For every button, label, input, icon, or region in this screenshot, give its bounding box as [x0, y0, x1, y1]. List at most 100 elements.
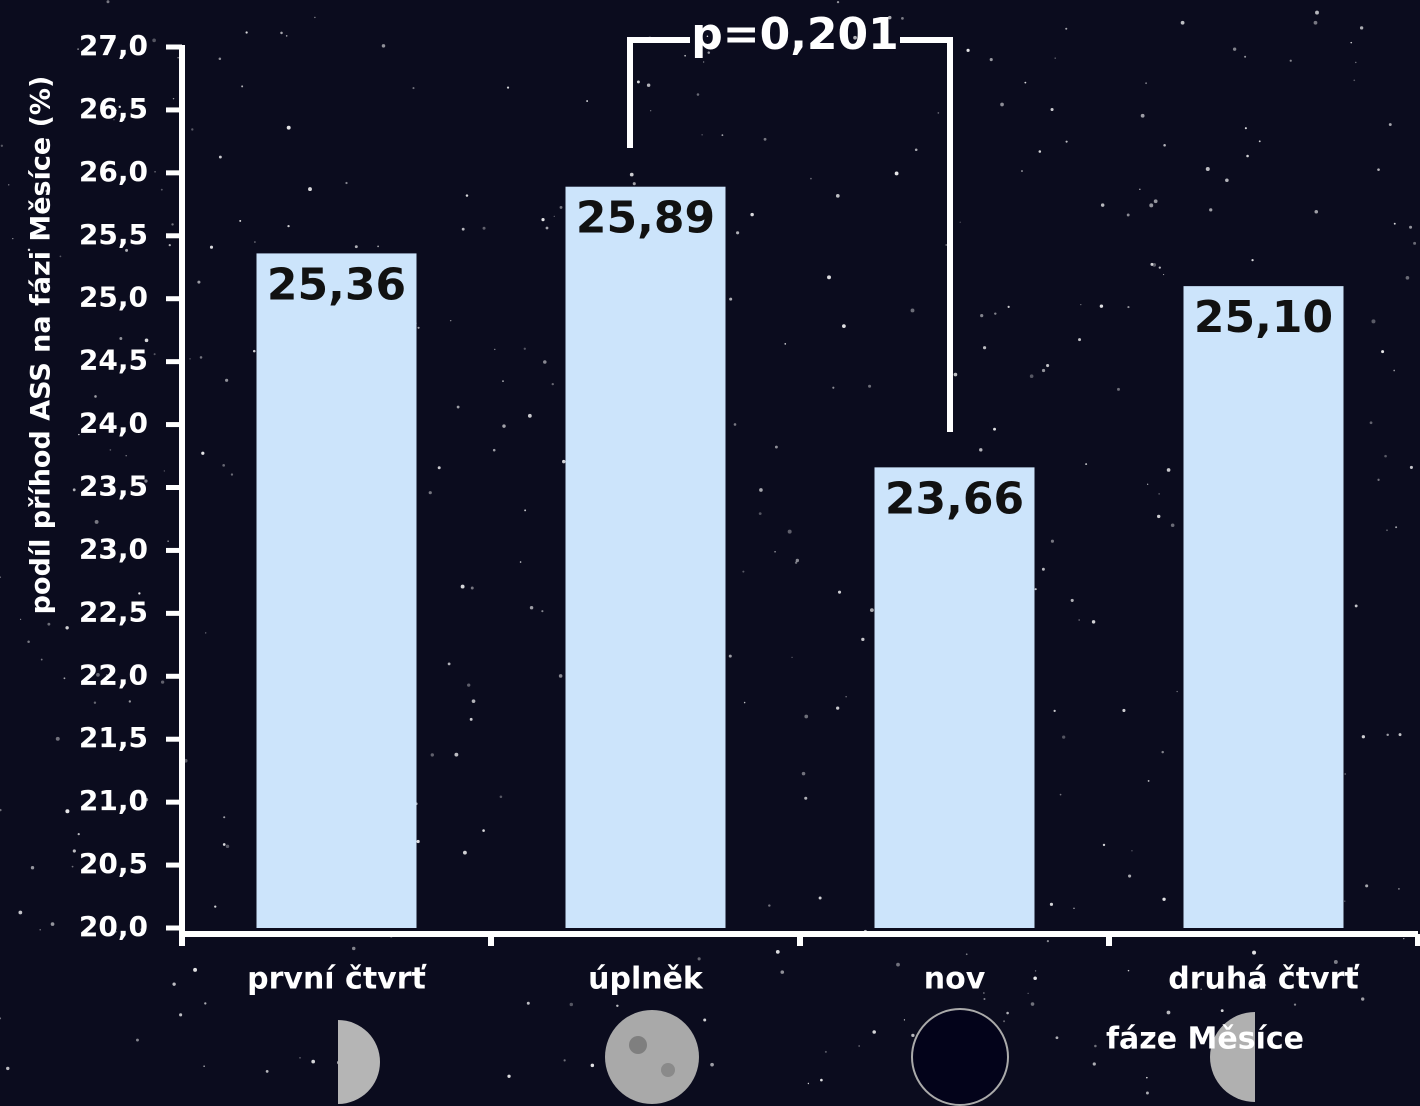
- star: [774, 445, 778, 449]
- star: [979, 448, 983, 452]
- star: [160, 188, 163, 191]
- star: [524, 509, 527, 512]
- star: [19, 618, 22, 620]
- star: [791, 656, 793, 658]
- y-tick-label: 21,0: [79, 784, 148, 817]
- star: [311, 1059, 316, 1064]
- star: [1361, 735, 1365, 739]
- star: [65, 626, 69, 630]
- star: [837, 590, 842, 594]
- star: [818, 896, 822, 900]
- star: [1353, 79, 1356, 82]
- star: [758, 512, 762, 516]
- star: [222, 843, 226, 846]
- star: [649, 110, 652, 112]
- y-tick-label: 20,5: [79, 847, 148, 880]
- star: [706, 35, 709, 37]
- star: [646, 83, 651, 87]
- star: [252, 349, 256, 353]
- star: [1386, 529, 1388, 532]
- star: [354, 245, 358, 249]
- moon-icons: [338, 1008, 1255, 1106]
- star: [1205, 166, 1210, 171]
- star: [1038, 150, 1042, 153]
- star: [144, 479, 148, 483]
- star: [1158, 493, 1160, 495]
- y-tick-label: 20,0: [79, 910, 148, 943]
- star: [0, 1017, 2, 1020]
- star: [1225, 178, 1229, 183]
- star: [27, 248, 31, 252]
- star: [703, 1018, 707, 1022]
- star: [1258, 140, 1261, 143]
- y-tick-label: 23,5: [79, 470, 148, 503]
- star: [245, 31, 248, 34]
- star: [1386, 733, 1389, 737]
- star: [801, 771, 806, 776]
- star: [128, 700, 131, 703]
- star: [1293, 1003, 1297, 1006]
- star: [1049, 902, 1054, 906]
- star: [77, 48, 79, 50]
- y-tick-label: 26,0: [79, 155, 148, 188]
- star: [1315, 10, 1319, 15]
- star: [12, 237, 14, 240]
- star: [153, 353, 156, 356]
- star: [1149, 203, 1154, 208]
- star: [454, 752, 459, 757]
- star: [1166, 1010, 1171, 1015]
- star: [1000, 102, 1004, 107]
- star: [759, 488, 763, 492]
- star: [1059, 793, 1062, 796]
- y-tick-label: 22,5: [79, 595, 148, 628]
- star: [1264, 984, 1267, 987]
- star: [225, 844, 230, 849]
- star: [218, 155, 222, 159]
- y-tick-label: 21,5: [79, 721, 148, 754]
- star: [1377, 168, 1380, 172]
- star: [94, 395, 97, 398]
- star: [1034, 588, 1037, 591]
- star: [1244, 127, 1247, 130]
- star: [807, 1082, 810, 1085]
- star: [1354, 604, 1358, 608]
- star: [502, 424, 506, 428]
- star: [1145, 1091, 1149, 1095]
- star: [77, 833, 80, 836]
- star: [742, 570, 745, 573]
- star: [1398, 888, 1400, 890]
- star: [218, 57, 222, 60]
- star: [774, 550, 776, 553]
- star: [114, 930, 117, 933]
- star: [1054, 57, 1056, 59]
- star: [50, 922, 55, 926]
- star: [1162, 273, 1165, 276]
- star: [1251, 258, 1254, 262]
- star: [1369, 421, 1373, 425]
- star: [447, 662, 451, 666]
- star: [1131, 850, 1133, 852]
- star: [203, 1065, 205, 1067]
- star: [152, 38, 156, 43]
- star: [543, 360, 547, 364]
- star: [172, 97, 175, 100]
- star: [763, 137, 767, 141]
- star: [482, 829, 485, 832]
- star: [1029, 374, 1034, 379]
- star: [1350, 41, 1353, 44]
- star: [0, 576, 1, 578]
- star: [460, 584, 465, 589]
- star: [903, 1019, 906, 1021]
- star: [729, 297, 733, 301]
- star: [1344, 773, 1347, 775]
- star: [494, 348, 496, 351]
- star: [204, 1002, 207, 1005]
- star: [804, 714, 809, 719]
- star: [541, 218, 545, 222]
- star: [65, 809, 70, 814]
- star: [1092, 1062, 1096, 1066]
- star: [541, 610, 544, 613]
- star: [1409, 465, 1413, 469]
- star: [980, 314, 984, 318]
- star: [836, 706, 840, 710]
